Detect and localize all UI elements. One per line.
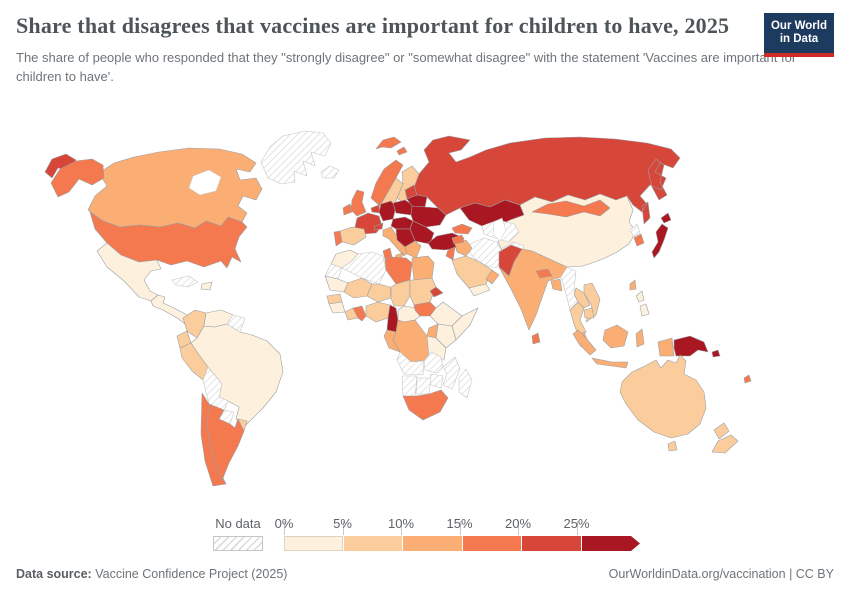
owid-logo[interactable]: Our World in Data [764, 13, 834, 57]
country-uganda[interactable] [426, 323, 439, 339]
country-nigeria[interactable] [365, 301, 391, 323]
country-portugal[interactable] [333, 230, 343, 247]
country-ghana[interactable] [352, 305, 367, 322]
country-ireland[interactable] [342, 203, 353, 216]
chart-footer: Data source: Vaccine Confidence Project … [16, 567, 834, 581]
legend-tick-mark [284, 521, 285, 535]
legend-no-data-swatch[interactable] [213, 536, 263, 551]
legend-bin-10-15[interactable] [403, 536, 463, 551]
country-south-africa[interactable] [402, 389, 449, 421]
country-georgia[interactable] [451, 223, 473, 235]
country-indonesia[interactable] [572, 324, 675, 369]
legend-bin-5-10[interactable] [343, 536, 403, 551]
country-cambodia[interactable] [583, 307, 595, 319]
country-yemen[interactable] [468, 283, 491, 297]
owid-logo-line2: in Data [779, 33, 819, 45]
country-bangladesh[interactable] [550, 278, 563, 292]
country-chad[interactable] [390, 279, 411, 307]
country-guyana[interactable] [226, 314, 246, 333]
country-myanmar[interactable] [560, 266, 579, 311]
country-norway[interactable] [370, 136, 408, 207]
legend-tick-mark [342, 521, 344, 535]
chart-header: Share that disagrees that vaccines are i… [16, 10, 834, 87]
country-sri-lanka[interactable] [531, 332, 541, 345]
country-taiwan[interactable] [629, 279, 637, 291]
legend-tick-mark [459, 521, 461, 535]
caspian-sea [492, 217, 507, 242]
country-ukraine[interactable] [410, 205, 447, 228]
legend-no-data-label: No data [215, 516, 261, 531]
country-syria[interactable] [451, 234, 465, 245]
country-switzerland[interactable] [373, 222, 384, 231]
country-cuba[interactable] [171, 275, 199, 288]
country-mongolia[interactable] [531, 199, 611, 218]
country-philippines[interactable] [635, 290, 650, 317]
legend-bin-0-5[interactable] [284, 536, 344, 551]
country-north-korea[interactable] [629, 223, 641, 238]
data-source-note: Data source: Vaccine Confidence Project … [16, 567, 287, 581]
legend-tick-label-10: 10% [387, 516, 415, 531]
license-link[interactable]: OurWorldinData.org/vaccination | CC BY [608, 567, 834, 581]
owid-logo-line1: Our World [770, 19, 827, 32]
country-greenland[interactable] [260, 130, 332, 185]
legend-tick-label-0: 0% [274, 516, 294, 531]
country-netherlands[interactable] [370, 204, 381, 214]
country-madagascar[interactable] [458, 368, 473, 399]
country-mauritania[interactable] [324, 275, 349, 293]
country-papua-new-guinea[interactable] [673, 335, 709, 357]
country-solomon-islands[interactable] [711, 349, 721, 358]
chart-subtitle: The share of people who responded that t… [16, 49, 797, 85]
data-source-label: Data source: [16, 567, 92, 581]
country-chile[interactable] [200, 392, 227, 487]
country-iceland[interactable] [320, 165, 340, 179]
country-united-kingdom[interactable] [350, 189, 367, 217]
legend-tick-mark [576, 521, 578, 535]
country-belarus[interactable] [406, 194, 428, 208]
page-title: Share that disagrees that vaccines are i… [16, 13, 730, 38]
country-eritrea[interactable] [429, 286, 444, 298]
hudson-bay [188, 169, 222, 196]
country-nepal[interactable] [535, 268, 553, 279]
country-spain[interactable] [339, 226, 367, 246]
country-japan[interactable] [651, 212, 672, 259]
country-mexico[interactable] [96, 242, 162, 302]
legend-tick-label-20: 20% [504, 516, 532, 531]
country-australia[interactable] [619, 354, 707, 452]
country-thailand[interactable] [569, 301, 587, 339]
country-greece[interactable] [404, 240, 422, 259]
country-canada[interactable] [87, 147, 263, 229]
country-new-zealand[interactable] [711, 422, 739, 454]
legend-bin-20-25[interactable] [522, 536, 582, 551]
country-guinea[interactable] [328, 301, 346, 314]
country-angola[interactable] [396, 351, 425, 376]
legend-bin-15-20[interactable] [462, 536, 522, 551]
legend-tick-label-15: 15% [446, 516, 473, 531]
country-niger[interactable] [366, 283, 392, 303]
country-russia[interactable] [44, 135, 681, 225]
legend-color-bar [284, 536, 640, 551]
country-zimbabwe[interactable] [428, 373, 444, 389]
country-bolivia[interactable] [202, 366, 229, 411]
owid-logo-accent-bar [764, 53, 834, 57]
country-fiji[interactable] [743, 374, 752, 384]
legend-tick-label-5: 5% [333, 516, 352, 531]
country-iraq[interactable] [454, 239, 473, 257]
country-oman[interactable] [485, 269, 500, 285]
legend-tick-mark [401, 521, 402, 535]
country-botswana[interactable] [415, 377, 432, 395]
data-source-text: Vaccine Confidence Project (2025) [91, 567, 288, 581]
legend-tick-label-25: 25% [563, 516, 590, 531]
country-vietnam[interactable] [583, 282, 601, 323]
country-mozambique[interactable] [442, 356, 461, 390]
legend-tick-mark [518, 521, 519, 535]
country-egypt[interactable] [411, 255, 435, 281]
country-austria[interactable] [390, 216, 414, 230]
country-dominican-republic[interactable] [200, 281, 213, 291]
country-namibia[interactable] [401, 375, 418, 399]
country-libya[interactable] [384, 256, 413, 285]
legend-bin-25[interactable] [582, 536, 641, 551]
country-south-korea[interactable] [633, 233, 645, 247]
country-somalia[interactable] [451, 307, 479, 341]
